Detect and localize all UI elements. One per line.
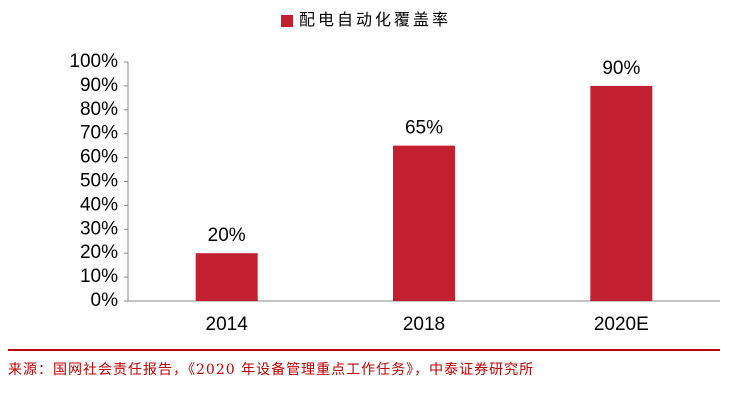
x-tick-label: 2014	[206, 314, 249, 335]
y-tick-label: 10%	[80, 266, 118, 287]
y-tick-label: 0%	[91, 290, 119, 311]
legend-swatch	[281, 15, 293, 27]
y-tick-label: 60%	[80, 147, 118, 168]
y-tick-label: 70%	[80, 123, 118, 144]
y-tick-label: 50%	[80, 171, 118, 192]
y-tick-label: 90%	[80, 75, 118, 96]
value-label: 65%	[405, 118, 443, 139]
x-tick-label: 2018	[403, 314, 445, 335]
source-note: 来源：国网社会责任报告，《2020 年设备管理重点工作任务》，中泰证券研究所	[8, 362, 535, 378]
y-tick-label: 40%	[80, 194, 118, 215]
y-tick-label: 30%	[80, 218, 118, 239]
bar	[195, 253, 258, 301]
separator	[8, 349, 720, 351]
value-label: 20%	[208, 225, 246, 246]
bar	[393, 145, 455, 301]
x-tick-label: 2020E	[594, 314, 649, 335]
y-tick-label: 80%	[80, 99, 118, 120]
value-label: 90%	[602, 58, 640, 79]
chart: 配电自动化覆盖率 0% 10% 20% 30% 40%50% 60% 70% 80% 90% 10…	[69, 11, 720, 335]
y-tick-label: 100%	[69, 51, 118, 72]
bar	[590, 85, 653, 302]
legend-label: 配电自动化覆盖率	[299, 11, 451, 29]
y-tick-label: 20%	[80, 242, 118, 263]
